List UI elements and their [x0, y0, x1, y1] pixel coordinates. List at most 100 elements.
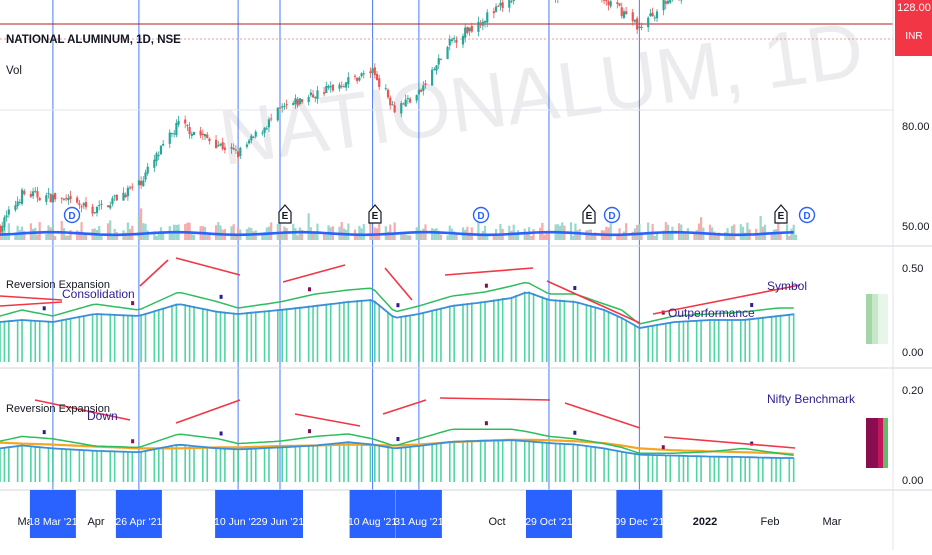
volume-bar: [687, 228, 689, 240]
volume-bar: [341, 222, 343, 240]
indicator-bar: [286, 446, 288, 482]
indicator-bar: [590, 305, 592, 362]
indicator-bar: [264, 310, 266, 362]
indicator-bar: [356, 442, 358, 482]
date-tag-label: 18 Mar '21: [28, 516, 77, 528]
indicator-bar: [431, 444, 433, 482]
indicator-bar: [780, 458, 782, 482]
candle-body: [147, 167, 149, 174]
indicator-bar: [462, 304, 464, 362]
indicator-bar: [246, 312, 248, 362]
volume-bar: [517, 230, 519, 240]
indicator-signal-mark: [308, 287, 311, 291]
indicator-bar: [281, 309, 283, 362]
volume-bar: [142, 223, 144, 240]
indicator-bar: [594, 306, 596, 362]
candle-body: [91, 207, 93, 214]
indicator-bar: [533, 441, 535, 482]
indicator-bar: [634, 453, 636, 482]
candle-body: [647, 18, 649, 28]
candle-body: [623, 11, 625, 18]
indicator-bar: [162, 447, 164, 482]
candle-body: [654, 17, 656, 18]
indicator-bar: [718, 456, 720, 482]
volume-bar: [764, 225, 766, 240]
indicator-bar: [325, 444, 327, 482]
candle-body: [453, 38, 455, 39]
indicator-bar: [564, 443, 566, 482]
indicator-bar: [793, 458, 795, 482]
price-axis-label: 50.00: [902, 221, 930, 233]
indicator-bar: [224, 448, 226, 482]
volume-bar: [261, 235, 263, 240]
candle-body: [8, 209, 10, 214]
candle-body: [508, 0, 510, 8]
candle-body: [202, 134, 204, 135]
indicator-bar: [731, 456, 733, 482]
indicator-bar: [162, 308, 164, 362]
volume-bar: [647, 223, 649, 240]
indicator-bar: [17, 320, 19, 362]
volume-bar: [107, 223, 109, 240]
candle-body: [45, 195, 47, 202]
volume-bar: [709, 225, 711, 240]
candle-body: [422, 85, 424, 91]
candle-body: [431, 70, 433, 86]
volume-bar: [50, 227, 52, 240]
candle-body: [191, 134, 193, 136]
candle-body: [255, 132, 257, 137]
volume-bar: [431, 228, 433, 240]
volume-bar: [422, 228, 424, 240]
candle-body: [603, 0, 605, 1]
candle-body: [116, 195, 118, 200]
candle-body: [122, 193, 124, 201]
indicator-bar: [700, 320, 702, 362]
candle-body: [281, 106, 283, 107]
indicator-bar: [96, 313, 98, 362]
indicator-bar: [542, 442, 544, 482]
candle-body: [607, 1, 609, 5]
indicator-bar: [577, 444, 579, 482]
indicator-bar: [590, 446, 592, 482]
candle-body: [30, 194, 32, 197]
time-axis-label: 2022: [693, 516, 717, 528]
indicator-bar: [572, 301, 574, 362]
indicator-bar: [92, 450, 94, 482]
candle-body: [345, 82, 347, 87]
volume-bar: [499, 224, 501, 240]
volume-bar: [109, 220, 111, 240]
indicator-bar: [608, 449, 610, 482]
indicator-signal-mark: [131, 301, 134, 305]
candle-body: [502, 2, 504, 8]
last-price-label: 128.00: [897, 2, 931, 14]
indicator-bar: [101, 450, 103, 482]
indicator-bar: [678, 321, 680, 362]
indicator-bar: [154, 449, 156, 482]
indicator-bar: [621, 317, 623, 362]
volume-bar: [543, 235, 545, 240]
volume-bar: [440, 235, 442, 240]
indicator-signal-mark: [396, 303, 399, 307]
indicator-bar: [370, 299, 372, 362]
note-symbol: Symbol: [767, 279, 807, 293]
candle-body: [279, 107, 281, 108]
volume-label: Vol: [6, 65, 22, 77]
indicator-bar: [0, 321, 1, 362]
time-axis-label: Mar: [823, 516, 842, 528]
volume-bar: [625, 223, 627, 240]
candle-body: [47, 193, 49, 194]
candle-body: [142, 180, 144, 186]
candle-body: [224, 147, 226, 150]
indicator-bar: [251, 312, 253, 362]
indicator-signal-mark: [220, 431, 223, 435]
indicator-bar: [440, 308, 442, 362]
candle-body: [369, 71, 371, 73]
candle-body: [177, 121, 179, 125]
indicator-signal-mark: [573, 286, 576, 290]
event-marker-label: D: [68, 211, 75, 222]
candle-body: [193, 132, 195, 135]
indicator-bar: [30, 446, 32, 482]
candle-body: [175, 123, 177, 135]
candle-body: [239, 148, 241, 156]
